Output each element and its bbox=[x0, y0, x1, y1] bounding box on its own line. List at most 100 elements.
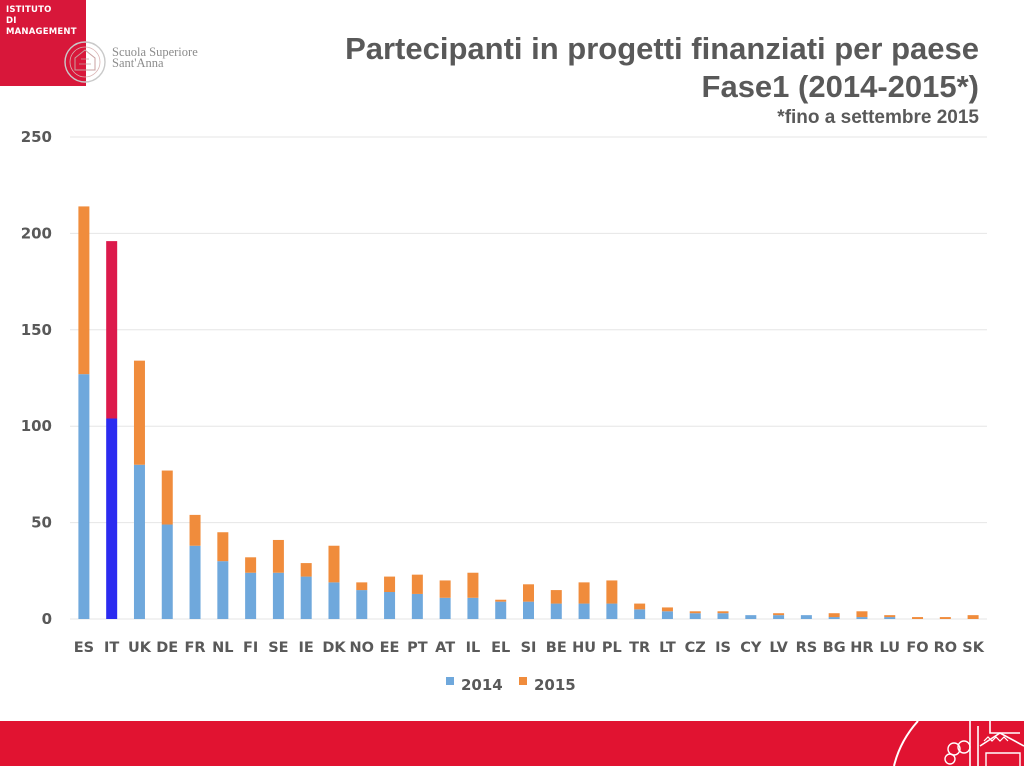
x-tick-label: EE bbox=[380, 640, 400, 656]
chart-title: Partecipanti in progetti finanziati per … bbox=[345, 31, 979, 66]
institute-name-line2: DI MANAGEMENT bbox=[6, 16, 77, 37]
bar-lu-2014 bbox=[884, 617, 896, 619]
bar-rs-2014 bbox=[800, 615, 812, 619]
bar-be-2014 bbox=[550, 603, 562, 619]
bar-it-2014 bbox=[106, 418, 118, 619]
bar-fi-2014 bbox=[245, 572, 257, 619]
x-tick-label: RS bbox=[796, 640, 818, 656]
y-axis: 0 50 100 150 200 250 bbox=[21, 128, 52, 628]
y-tick-label: 100 bbox=[21, 417, 52, 435]
bar-no-2014 bbox=[356, 590, 368, 619]
bar-es-2014 bbox=[78, 374, 90, 619]
bar-hu-2015 bbox=[578, 582, 590, 604]
bar-hr-2014 bbox=[856, 617, 868, 619]
legend-label-2015: 2015 bbox=[534, 676, 576, 694]
bar-lt-2015 bbox=[661, 607, 673, 612]
school-seal-icon bbox=[64, 41, 106, 83]
legend-swatch-2014 bbox=[446, 677, 454, 685]
footer-band bbox=[0, 721, 1024, 766]
bar-il-2014 bbox=[467, 597, 479, 619]
bar-it-2015 bbox=[106, 241, 118, 419]
x-tick-label: PL bbox=[602, 640, 622, 656]
gridlines bbox=[70, 136, 987, 620]
x-tick-label: SI bbox=[521, 640, 537, 656]
bar-tr-2014 bbox=[634, 609, 646, 619]
bar-si-2014 bbox=[523, 601, 534, 619]
x-tick-label: IE bbox=[299, 640, 314, 656]
bar-at-2015 bbox=[439, 580, 451, 598]
bar-cy-2014 bbox=[745, 615, 757, 619]
bar-is-2014 bbox=[717, 613, 729, 619]
bar-dk-2014 bbox=[328, 582, 340, 619]
bar-no-2015 bbox=[356, 582, 368, 591]
bar-pl-2014 bbox=[606, 603, 618, 619]
x-tick-label: CY bbox=[740, 640, 762, 656]
bar-lv-2015 bbox=[773, 613, 785, 616]
bar-tr-2015 bbox=[634, 603, 646, 610]
x-tick-label: UK bbox=[128, 640, 152, 656]
bar-de-2015 bbox=[161, 470, 173, 525]
bar-hr-2015 bbox=[856, 611, 868, 618]
x-tick-label: CZ bbox=[685, 640, 706, 656]
institute-name: ISTITUTO DI MANAGEMENT bbox=[6, 5, 86, 38]
x-tick-label: NO bbox=[350, 640, 374, 656]
bar-uk-2015 bbox=[133, 360, 145, 465]
x-tick-label: LV bbox=[769, 640, 788, 656]
x-tick-label: EL bbox=[491, 640, 510, 656]
y-tick-label: 200 bbox=[21, 224, 52, 242]
bar-ie-2015 bbox=[300, 563, 312, 577]
x-tick-label: RO bbox=[934, 640, 958, 656]
school-name: Scuola Superiore Sant'Anna bbox=[112, 45, 198, 70]
bar-el-2014 bbox=[495, 601, 507, 619]
legend: 2014 2015 bbox=[446, 676, 576, 694]
y-tick-label: 150 bbox=[21, 321, 52, 339]
y-tick-label: 0 bbox=[42, 610, 52, 628]
x-tick-label: HR bbox=[850, 640, 873, 656]
bar-bg-2015 bbox=[828, 613, 840, 618]
bar-is-2015 bbox=[717, 611, 729, 614]
institute-logo-block: ISTITUTO DI MANAGEMENT bbox=[0, 0, 86, 86]
x-tick-label: FO bbox=[906, 640, 928, 656]
bar-fr-2014 bbox=[189, 545, 201, 619]
bar-fi-2015 bbox=[245, 557, 257, 573]
bar-cz-2015 bbox=[689, 611, 701, 614]
bar-il-2015 bbox=[467, 572, 479, 598]
bar-pt-2014 bbox=[411, 593, 423, 619]
bar-fo-2015 bbox=[912, 617, 924, 619]
x-tick-label: FR bbox=[185, 640, 206, 656]
x-tick-label: HU bbox=[572, 640, 596, 656]
bar-ee-2014 bbox=[384, 592, 396, 619]
bar-sk-2015 bbox=[967, 615, 979, 619]
bar-be-2015 bbox=[550, 590, 562, 604]
bar-dk-2015 bbox=[328, 545, 340, 583]
x-tick-label: TR bbox=[629, 640, 650, 656]
x-tick-label: IT bbox=[104, 640, 119, 656]
bar-pt-2015 bbox=[411, 574, 423, 594]
bar-ee-2015 bbox=[384, 576, 396, 593]
x-tick-label: BG bbox=[823, 640, 846, 656]
x-tick-label: DE bbox=[156, 640, 178, 656]
x-tick-label: SE bbox=[268, 640, 288, 656]
x-tick-label: FI bbox=[243, 640, 258, 656]
bar-se-2015 bbox=[272, 539, 284, 573]
school-name-line1: Scuola Superiore bbox=[112, 45, 198, 59]
bar-nl-2014 bbox=[217, 561, 229, 619]
x-tick-label: DK bbox=[322, 640, 346, 656]
x-tick-label: NL bbox=[212, 640, 233, 656]
bar-bg-2014 bbox=[828, 617, 840, 619]
chart-note: *fino a settembre 2015 bbox=[777, 107, 979, 128]
x-tick-label: PT bbox=[407, 640, 428, 656]
bar-at-2014 bbox=[439, 597, 451, 619]
bar-lt-2014 bbox=[661, 611, 673, 619]
bar-si-2015 bbox=[523, 584, 534, 602]
bar-nl-2015 bbox=[217, 532, 229, 562]
legend-swatch-2015 bbox=[519, 677, 527, 685]
y-tick-label: 250 bbox=[21, 128, 52, 146]
bar-hu-2014 bbox=[578, 603, 590, 619]
chart-title-block: Partecipanti in progetti finanziati per … bbox=[345, 30, 979, 130]
bar-lu-2015 bbox=[884, 615, 896, 618]
bar-se-2014 bbox=[272, 572, 284, 619]
x-tick-label: AT bbox=[435, 640, 455, 656]
x-tick-label: BE bbox=[546, 640, 567, 656]
x-tick-label: IL bbox=[466, 640, 481, 656]
